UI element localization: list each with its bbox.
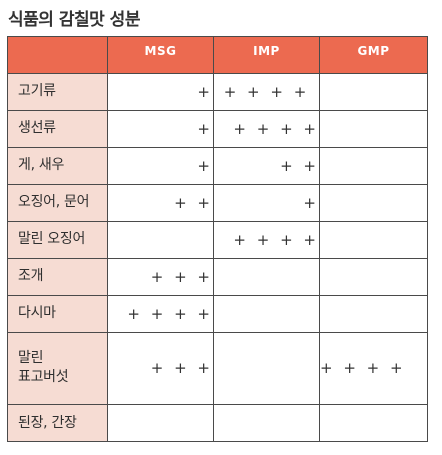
- gmp-cell: [319, 220, 428, 259]
- imp-cell: [213, 404, 320, 442]
- row-label: 된장, 간장: [7, 404, 108, 442]
- table-row: 조개 + + +: [7, 257, 428, 296]
- imp-cell: + + + +: [213, 220, 320, 259]
- gmp-cell: [319, 294, 428, 333]
- imp-cell: +: [213, 183, 320, 222]
- row-label: 오징어, 문어: [7, 183, 108, 222]
- imp-cell: + + + +: [213, 109, 320, 148]
- gmp-cell: [319, 404, 428, 442]
- msg-cell: + +: [107, 183, 214, 222]
- imp-cell: [213, 257, 320, 296]
- row-label: 조개: [7, 257, 108, 296]
- msg-cell: +: [107, 146, 214, 185]
- msg-cell: [107, 404, 214, 442]
- row-label: 생선류: [7, 109, 108, 148]
- row-label: 고기류: [7, 73, 108, 111]
- gmp-cell: [319, 146, 428, 185]
- header-corner-cell: [7, 36, 108, 74]
- table-row: 고기류 + + + + +: [7, 73, 428, 111]
- gmp-cell: [319, 73, 428, 111]
- gmp-cell: [319, 109, 428, 148]
- table-row: 다시마 + + + +: [7, 294, 428, 333]
- imp-cell: [213, 331, 320, 406]
- msg-cell: + + + +: [107, 294, 214, 333]
- msg-cell: +: [107, 73, 214, 111]
- gmp-cell: [319, 183, 428, 222]
- row-label-line: 말린: [18, 350, 44, 367]
- row-label: 다시마: [7, 294, 108, 333]
- header-imp: IMP: [213, 36, 320, 74]
- table-header-row: MSG IMP GMP: [7, 36, 428, 74]
- row-label: 게, 새우: [7, 146, 108, 185]
- imp-cell: + + + +: [213, 73, 320, 111]
- gmp-cell: [319, 257, 428, 296]
- table-row: 생선류 + + + + +: [7, 109, 428, 148]
- table-row: 말린 오징어 + + + +: [7, 220, 428, 259]
- table-row: 오징어, 문어 + + +: [7, 183, 428, 222]
- umami-table: MSG IMP GMP 고기류 + + + + + 생선류 + + + + + …: [7, 36, 428, 442]
- row-label-line: 표고버섯: [18, 369, 69, 386]
- header-gmp: GMP: [319, 36, 428, 74]
- imp-cell: [213, 294, 320, 333]
- msg-cell: +: [107, 109, 214, 148]
- msg-cell: [107, 220, 214, 259]
- table-row: 된장, 간장: [7, 404, 428, 442]
- gmp-cell: + + + +: [319, 331, 428, 406]
- imp-cell: + +: [213, 146, 320, 185]
- msg-cell: + + +: [107, 331, 214, 406]
- msg-cell: + + +: [107, 257, 214, 296]
- header-msg: MSG: [107, 36, 214, 74]
- row-label: 말린 오징어: [7, 220, 108, 259]
- page-title: 식품의 감칠맛 성분: [8, 10, 140, 30]
- table-row: 게, 새우 + + +: [7, 146, 428, 185]
